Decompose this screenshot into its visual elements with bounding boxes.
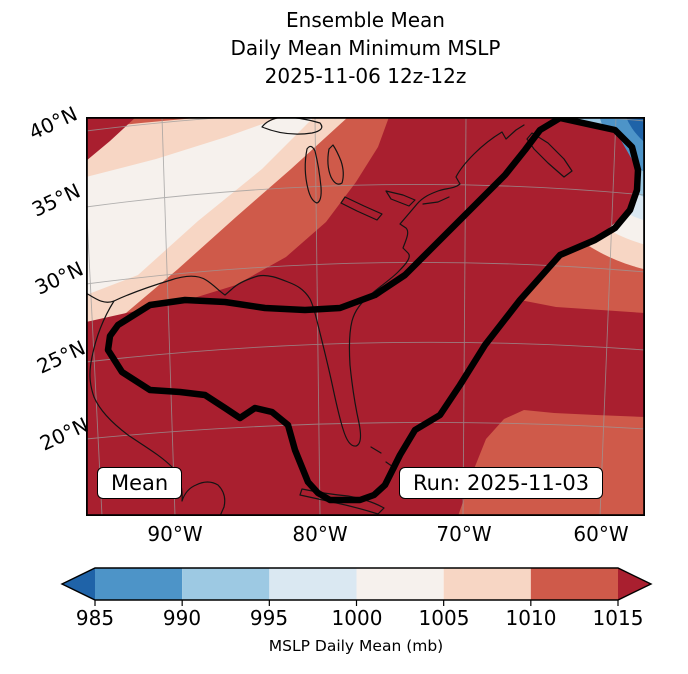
field-above-1015-nw-corner: [86, 117, 136, 161]
ensemble-contour: [104, 117, 642, 504]
cb-tick-995: 995: [249, 606, 289, 630]
title-line-3: 2025-11-06 12z-12z: [264, 64, 467, 88]
colorbar-axis-label: MSLP Daily Mean (mb): [268, 637, 444, 655]
colorbar-extend-left: [62, 568, 95, 600]
cb-tick-985: 985: [75, 606, 115, 630]
coast-gulf-atlantic: [86, 124, 525, 447]
colorbar-seg-985-990: [95, 568, 183, 600]
cb-tick-990: 990: [162, 606, 202, 630]
field-ne-below-985: [626, 117, 645, 143]
lon-label-90w: 90°W: [147, 522, 203, 546]
map-plot: [86, 117, 645, 516]
lat-label-25n: 25°N: [33, 335, 89, 379]
figure-title: Ensemble Mean Daily Mean Minimum MSLP 20…: [86, 6, 645, 90]
gridline-lon-90: [161, 117, 176, 516]
lat-label-30n: 30°N: [31, 256, 87, 300]
field-nw-1000-1005: [86, 117, 314, 295]
colorbar-seg-1010-1015: [530, 568, 618, 600]
colorbar-seg-1000-1005: [356, 568, 444, 600]
coast-lake-michigan: [304, 145, 322, 204]
coast-lake-erie: [340, 196, 383, 221]
member-label-box: Mean: [97, 467, 183, 499]
lat-label-40n: 40°N: [25, 101, 81, 145]
gridline-lat-30: [86, 261, 645, 285]
colorbar-seg-990-995: [182, 568, 270, 600]
gridline-lat-25: [86, 341, 645, 363]
gridlines: [86, 117, 645, 516]
gridline-lat-35: [86, 183, 645, 208]
colorbar: [60, 567, 653, 606]
colorbar-seg-995-1000: [269, 568, 357, 600]
cb-tick-1000: 1000: [331, 606, 383, 630]
coast-lake-huron: [327, 144, 344, 185]
gridline-lat-20: [86, 421, 645, 440]
run-label-box: Run: 2025-11-03: [399, 467, 604, 499]
coast-long-island: [422, 196, 450, 205]
lon-label-70w: 70°W: [436, 522, 492, 546]
colorbar-seg-1005-1010: [443, 568, 531, 600]
gridline-lon-95: [86, 187, 103, 516]
lon-label-60w: 60°W: [573, 522, 629, 546]
coast-cuba: [299, 488, 385, 515]
lat-label-35n: 35°N: [28, 178, 84, 222]
map-frame: [86, 117, 645, 516]
cb-tick-1005: 1005: [418, 606, 470, 630]
lon-label-80w: 80°W: [292, 522, 348, 546]
gridline-lon-80: [314, 117, 321, 516]
title-line-1: Ensemble Mean: [286, 8, 445, 32]
gridline-lon-70: [462, 117, 467, 516]
field-above-1015: [86, 117, 645, 516]
title-line-2: Daily Mean Minimum MSLP: [230, 36, 501, 60]
gridline-lat-40: [86, 117, 645, 132]
cb-tick-1015: 1015: [592, 606, 644, 630]
cb-tick-1010: 1010: [505, 606, 557, 630]
gridline-lon-60: [599, 117, 617, 516]
colorbar-extend-right: [618, 568, 651, 600]
colorbar-tickmarks: [94, 600, 619, 606]
coast-lake-ontario: [385, 190, 416, 207]
